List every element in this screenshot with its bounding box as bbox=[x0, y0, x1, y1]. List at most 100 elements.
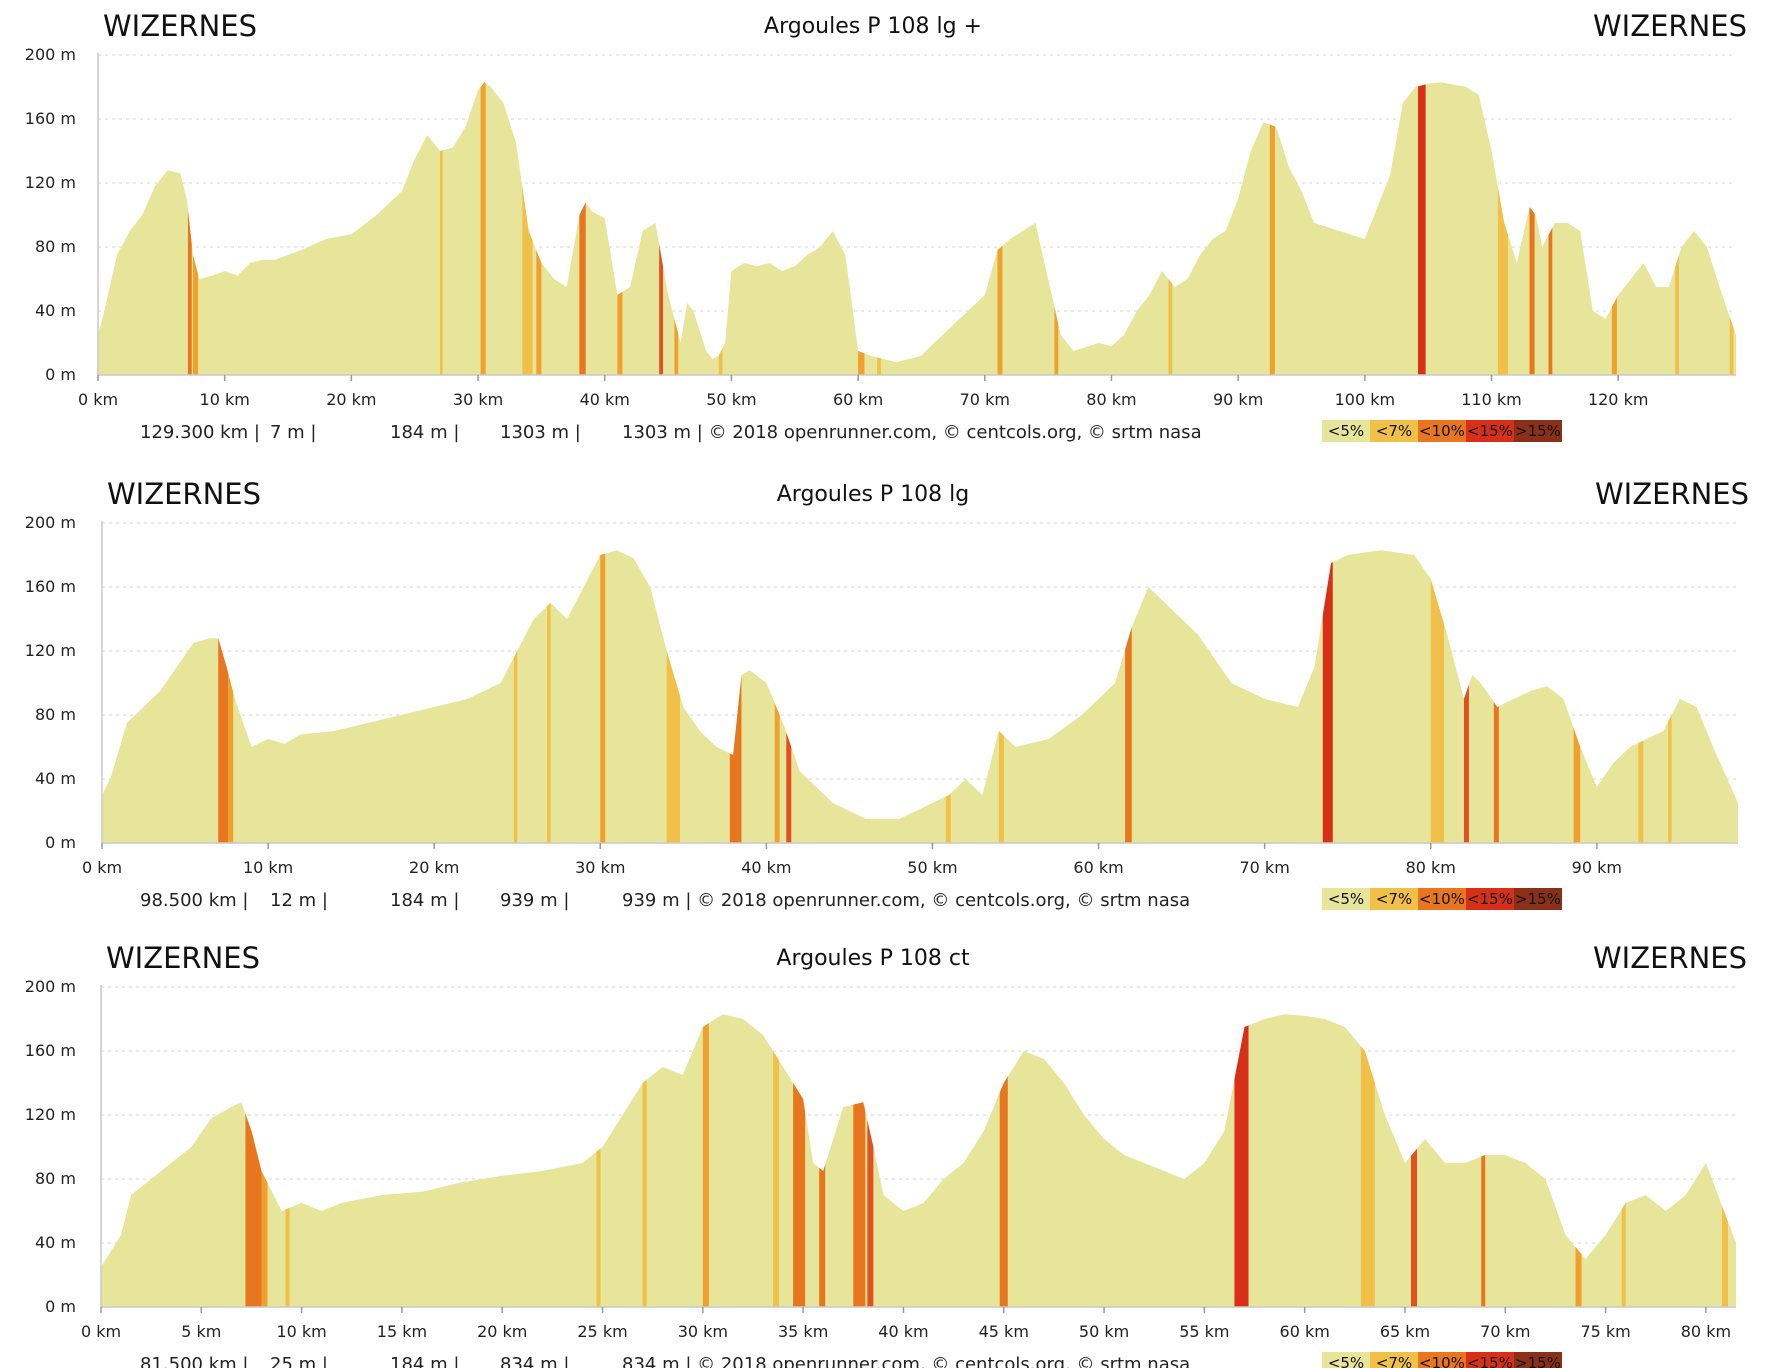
grade-band bbox=[1054, 82, 1059, 375]
legend-label: <15% bbox=[1467, 1354, 1513, 1368]
grade-band bbox=[547, 550, 551, 843]
grade-band bbox=[773, 1014, 780, 1307]
grade-band bbox=[1269, 82, 1275, 375]
legend-swatch bbox=[1322, 420, 1370, 442]
legend-swatch bbox=[1466, 420, 1514, 442]
y-tick-label: 200 m bbox=[25, 45, 76, 64]
y-tick-label: 160 m bbox=[25, 109, 76, 128]
legend-swatch bbox=[1370, 420, 1418, 442]
chart-title: Argoules P 108 ct bbox=[776, 946, 970, 971]
grade-band bbox=[997, 82, 1003, 375]
profile-panel-2: WIZERNES Argoules P 108 lg WIZERNES 0 m 40 m… bbox=[25, 477, 1749, 911]
end-label: WIZERNES bbox=[1595, 477, 1749, 511]
y-tick-label: 120 m bbox=[25, 641, 76, 660]
grade-band bbox=[999, 1014, 1008, 1307]
legend-label: <10% bbox=[1419, 422, 1465, 440]
grade-band bbox=[1411, 1014, 1418, 1307]
x-tick-label: 70 km bbox=[1239, 858, 1289, 877]
grade-band bbox=[440, 82, 443, 375]
grade-band bbox=[1575, 1014, 1582, 1307]
x-tick-label: 70 km bbox=[960, 390, 1010, 409]
x-tick-label: 110 km bbox=[1461, 390, 1521, 409]
route-stat: 834 m | © 2018 openrunner.com, © centcol… bbox=[622, 1354, 1190, 1368]
grade-band bbox=[1360, 1014, 1375, 1307]
grade-band bbox=[1430, 550, 1445, 843]
grade-band bbox=[1621, 1014, 1626, 1307]
x-tick-label: 70 km bbox=[1480, 1322, 1530, 1341]
grade-band bbox=[642, 1014, 647, 1307]
x-tick-label: 75 km bbox=[1580, 1322, 1630, 1341]
route-stat: 129.300 km | bbox=[140, 422, 260, 443]
x-tick-label: 30 km bbox=[453, 390, 503, 409]
legend-label: <7% bbox=[1376, 1354, 1412, 1368]
grade-band bbox=[1573, 550, 1581, 843]
legend-label: <7% bbox=[1376, 890, 1412, 908]
legend-label: <10% bbox=[1419, 1354, 1465, 1368]
y-tick-label: 120 m bbox=[25, 173, 76, 192]
grade-band bbox=[1548, 82, 1553, 375]
grade-band bbox=[666, 550, 680, 843]
x-tick-label: 0 km bbox=[81, 1322, 121, 1341]
start-label: WIZERNES bbox=[103, 9, 257, 43]
x-tick-label: 10 km bbox=[200, 390, 250, 409]
x-tick-label: 40 km bbox=[580, 390, 630, 409]
x-tick-label: 90 km bbox=[1572, 858, 1622, 877]
x-tick-label: 60 km bbox=[833, 390, 883, 409]
x-tick-label: 40 km bbox=[741, 858, 791, 877]
x-tick-label: 80 km bbox=[1681, 1322, 1731, 1341]
grade-band bbox=[1638, 550, 1644, 843]
legend-swatch bbox=[1514, 1352, 1562, 1368]
grade-band bbox=[513, 550, 518, 843]
grade-band bbox=[1418, 82, 1426, 375]
route-stat: 184 m | bbox=[390, 422, 459, 443]
chart-title: Argoules P 108 lg bbox=[777, 482, 970, 507]
grade-band bbox=[285, 1014, 290, 1307]
y-tick-label: 120 m bbox=[25, 1105, 76, 1124]
route-stat: 81.500 km | bbox=[140, 1354, 248, 1368]
grade-band bbox=[867, 1014, 874, 1307]
grade-band bbox=[536, 82, 542, 375]
grade-band bbox=[1668, 550, 1672, 843]
elevation-area bbox=[101, 1014, 1736, 1307]
grade-band bbox=[1493, 550, 1499, 843]
route-stat: 1303 m | © 2018 openrunner.com, © centco… bbox=[622, 422, 1202, 443]
y-tick-label: 0 m bbox=[45, 1297, 76, 1316]
x-tick-label: 5 km bbox=[181, 1322, 221, 1341]
legend-swatch bbox=[1322, 1352, 1370, 1368]
legend-label: <5% bbox=[1328, 422, 1364, 440]
grade-band bbox=[853, 1014, 866, 1307]
grade-band bbox=[1125, 550, 1132, 843]
x-tick-label: 25 km bbox=[577, 1322, 627, 1341]
profile-panel-3: WIZERNES Argoules P 108 ct WIZERNES 0 m 40 m… bbox=[25, 941, 1747, 1368]
elevation-area bbox=[102, 550, 1738, 843]
x-tick-label: 30 km bbox=[575, 858, 625, 877]
profile-panel-1: WIZERNES Argoules P 108 lg + WIZERNES 0 m 40… bbox=[25, 9, 1747, 443]
legend-swatch bbox=[1322, 888, 1370, 910]
legend-label: <5% bbox=[1328, 1354, 1364, 1368]
grade-band bbox=[1497, 82, 1508, 375]
grade-band bbox=[1729, 82, 1734, 375]
x-tick-label: 15 km bbox=[377, 1322, 427, 1341]
x-tick-label: 10 km bbox=[243, 858, 293, 877]
y-tick-label: 80 m bbox=[35, 705, 76, 724]
start-label: WIZERNES bbox=[106, 941, 260, 975]
grade-band bbox=[702, 1014, 709, 1307]
grade-band bbox=[522, 82, 533, 375]
elevation-area bbox=[98, 82, 1736, 375]
grade-band bbox=[617, 82, 623, 375]
x-tick-label: 20 km bbox=[477, 1322, 527, 1341]
legend-label: >15% bbox=[1515, 890, 1561, 908]
route-stat: 939 m | bbox=[500, 890, 569, 911]
end-label: WIZERNES bbox=[1593, 941, 1747, 975]
grade-band bbox=[858, 82, 865, 375]
y-tick-label: 80 m bbox=[35, 1169, 76, 1188]
grade-band bbox=[774, 550, 780, 843]
grade-band bbox=[945, 550, 951, 843]
legend-label: <5% bbox=[1328, 890, 1364, 908]
x-tick-label: 60 km bbox=[1280, 1322, 1330, 1341]
legend-label: <10% bbox=[1419, 890, 1465, 908]
y-tick-label: 160 m bbox=[25, 577, 76, 596]
grade-band bbox=[1611, 82, 1617, 375]
grade-band bbox=[596, 1014, 601, 1307]
